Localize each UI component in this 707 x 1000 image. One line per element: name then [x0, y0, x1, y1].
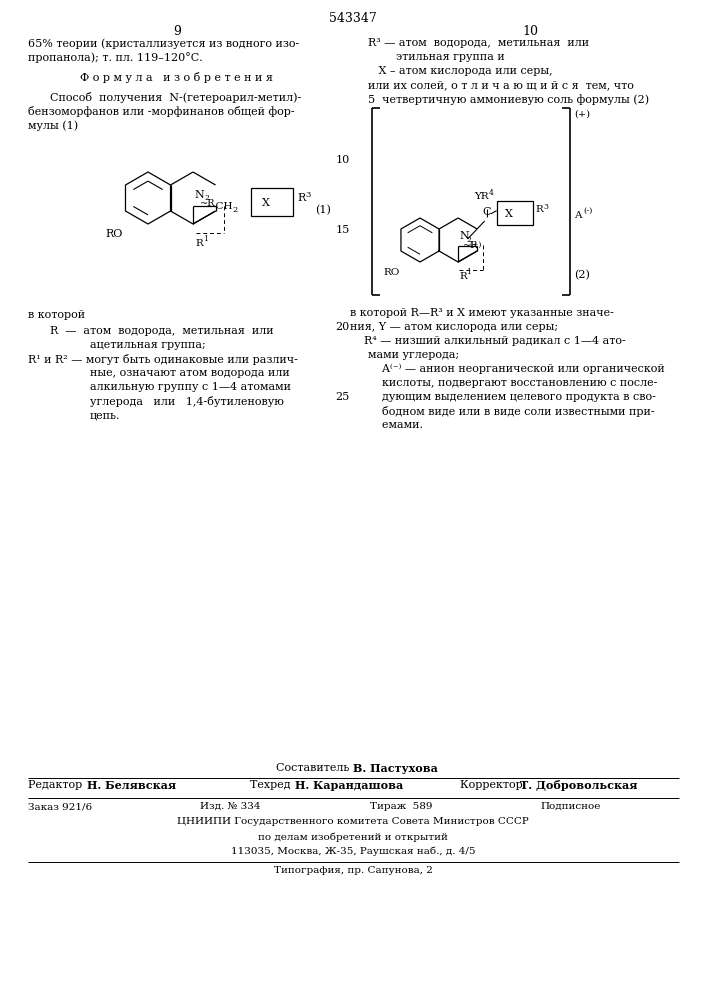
Text: Корректор: Корректор — [460, 780, 526, 790]
Text: Т. Добровольская: Т. Добровольская — [520, 780, 638, 791]
Text: 4: 4 — [489, 189, 493, 197]
Text: 65% теории (кристаллизуется из водного изо-: 65% теории (кристаллизуется из водного и… — [28, 38, 299, 49]
Bar — [496, 201, 532, 225]
Text: или их солей, о т л и ч а ю щ и й с я  тем, что: или их солей, о т л и ч а ю щ и й с я те… — [368, 80, 634, 90]
Text: 15: 15 — [336, 225, 350, 235]
Text: 25: 25 — [336, 392, 350, 402]
Text: 113035, Москва, Ж-35, Раушская наб., д. 4/5: 113035, Москва, Ж-35, Раушская наб., д. … — [230, 847, 475, 856]
Text: 10: 10 — [522, 25, 538, 38]
Text: В. Пастухова: В. Пастухова — [353, 763, 438, 774]
Text: в которой: в которой — [28, 310, 85, 320]
Text: R¹ и R² — могут быть одинаковые или различ-: R¹ и R² — могут быть одинаковые или разл… — [28, 354, 298, 365]
Text: Заказ 921/6: Заказ 921/6 — [28, 802, 92, 811]
Text: X – атом кислорода или серы,: X – атом кислорода или серы, — [368, 66, 553, 76]
Text: RO: RO — [105, 229, 123, 239]
Text: (+): (+) — [574, 110, 590, 119]
Text: ~R: ~R — [462, 240, 478, 249]
Text: R  —  атом  водорода,  метильная  или: R — атом водорода, метильная или — [50, 326, 274, 336]
Text: X: X — [262, 198, 270, 208]
Text: A: A — [574, 212, 581, 221]
Text: 543347: 543347 — [329, 12, 377, 25]
Text: R: R — [536, 205, 544, 214]
Text: 2: 2 — [233, 206, 238, 214]
Text: 3: 3 — [544, 203, 549, 211]
Text: RO: RO — [383, 268, 399, 277]
Text: (-): (-) — [583, 207, 592, 215]
Text: Составитель: Составитель — [276, 763, 353, 773]
Text: 2: 2 — [205, 194, 209, 202]
Text: 5  четвертичную аммониевую соль формулы (2): 5 четвертичную аммониевую соль формулы (… — [368, 94, 649, 105]
Bar — [251, 188, 293, 216]
Text: Изд. № 334: Изд. № 334 — [200, 802, 260, 811]
Text: R: R — [196, 239, 204, 248]
Text: по делам изобретений и открытий: по делам изобретений и открытий — [258, 832, 448, 842]
Text: бензоморфанов или -морфинанов общей фор-: бензоморфанов или -морфинанов общей фор- — [28, 106, 295, 117]
Text: (+): (+) — [469, 241, 482, 249]
Text: бодном виде или в виде соли известными при-: бодном виде или в виде соли известными п… — [368, 406, 655, 417]
Text: 10: 10 — [336, 155, 350, 165]
Text: (2): (2) — [574, 270, 590, 280]
Text: Тираж  589: Тираж 589 — [370, 802, 433, 811]
Text: Н. Белявская: Н. Белявская — [87, 780, 176, 791]
Text: R: R — [297, 193, 305, 203]
Text: R: R — [460, 272, 467, 281]
Text: Подписное: Подписное — [540, 802, 600, 811]
Text: мами углерода;: мами углерода; — [368, 350, 460, 360]
Text: Техред: Техред — [250, 780, 294, 790]
Text: кислоты, подвергают восстановлению с после-: кислоты, подвергают восстановлению с пос… — [368, 378, 658, 388]
Text: дующим выделением целевого продукта в сво-: дующим выделением целевого продукта в св… — [368, 392, 656, 402]
Text: ния, Y — атом кислорода или серы;: ния, Y — атом кислорода или серы; — [350, 322, 558, 332]
Text: X: X — [506, 209, 513, 219]
Text: (1): (1) — [315, 205, 331, 216]
Text: R⁴ — низший алкильный радикал с 1—4 ато-: R⁴ — низший алкильный радикал с 1—4 ато- — [350, 336, 626, 346]
Text: пропанола); т. пл. 119–120°С.: пропанола); т. пл. 119–120°С. — [28, 52, 203, 63]
Text: ацетильная группа;: ацетильная группа; — [90, 340, 206, 350]
Text: емами.: емами. — [368, 420, 423, 430]
Text: 1: 1 — [466, 268, 471, 276]
Text: Редактор: Редактор — [28, 780, 86, 790]
Text: N: N — [460, 231, 469, 241]
Text: Н. Карандашова: Н. Карандашова — [295, 780, 403, 791]
Text: Способ  получения  N-(гетероарил-метил)-: Способ получения N-(гетероарил-метил)- — [50, 92, 301, 103]
Text: углерода   или   1,4-бутиленовую: углерода или 1,4-бутиленовую — [90, 396, 284, 407]
Text: мулы (1): мулы (1) — [28, 120, 78, 131]
Text: R³ — атом  водорода,  метильная  или: R³ — атом водорода, метильная или — [368, 38, 589, 48]
Text: 9: 9 — [173, 25, 181, 38]
Text: A⁽⁻⁾ — анион неорганической или органической: A⁽⁻⁾ — анион неорганической или органиче… — [368, 364, 665, 374]
Text: Ф о р м у л а   и з о б р е т е н и я: Ф о р м у л а и з о б р е т е н и я — [80, 72, 273, 83]
Text: 3: 3 — [305, 191, 310, 199]
Text: ные, означают атом водорода или: ные, означают атом водорода или — [90, 368, 290, 378]
Text: ~R: ~R — [199, 198, 215, 208]
Text: этильная группа и: этильная группа и — [396, 52, 505, 62]
Text: YR: YR — [474, 192, 489, 201]
Text: Типография, пр. Сапунова, 2: Типография, пр. Сапунова, 2 — [274, 866, 433, 875]
Text: 1: 1 — [203, 235, 208, 243]
Text: в которой R—R³ и X имеют указанные значе-: в которой R—R³ и X имеют указанные значе… — [350, 308, 614, 318]
Text: алкильную группу с 1—4 атомами: алкильную группу с 1—4 атомами — [90, 382, 291, 392]
Text: ЦНИИПИ Государственного комитета Совета Министров СССР: ЦНИИПИ Государственного комитета Совета … — [177, 817, 529, 826]
Text: цепь.: цепь. — [90, 410, 120, 420]
Text: C: C — [482, 207, 491, 217]
Text: 2: 2 — [467, 236, 472, 244]
Text: – CH: – CH — [207, 202, 233, 211]
Text: 20: 20 — [336, 322, 350, 332]
Text: N: N — [194, 190, 204, 200]
